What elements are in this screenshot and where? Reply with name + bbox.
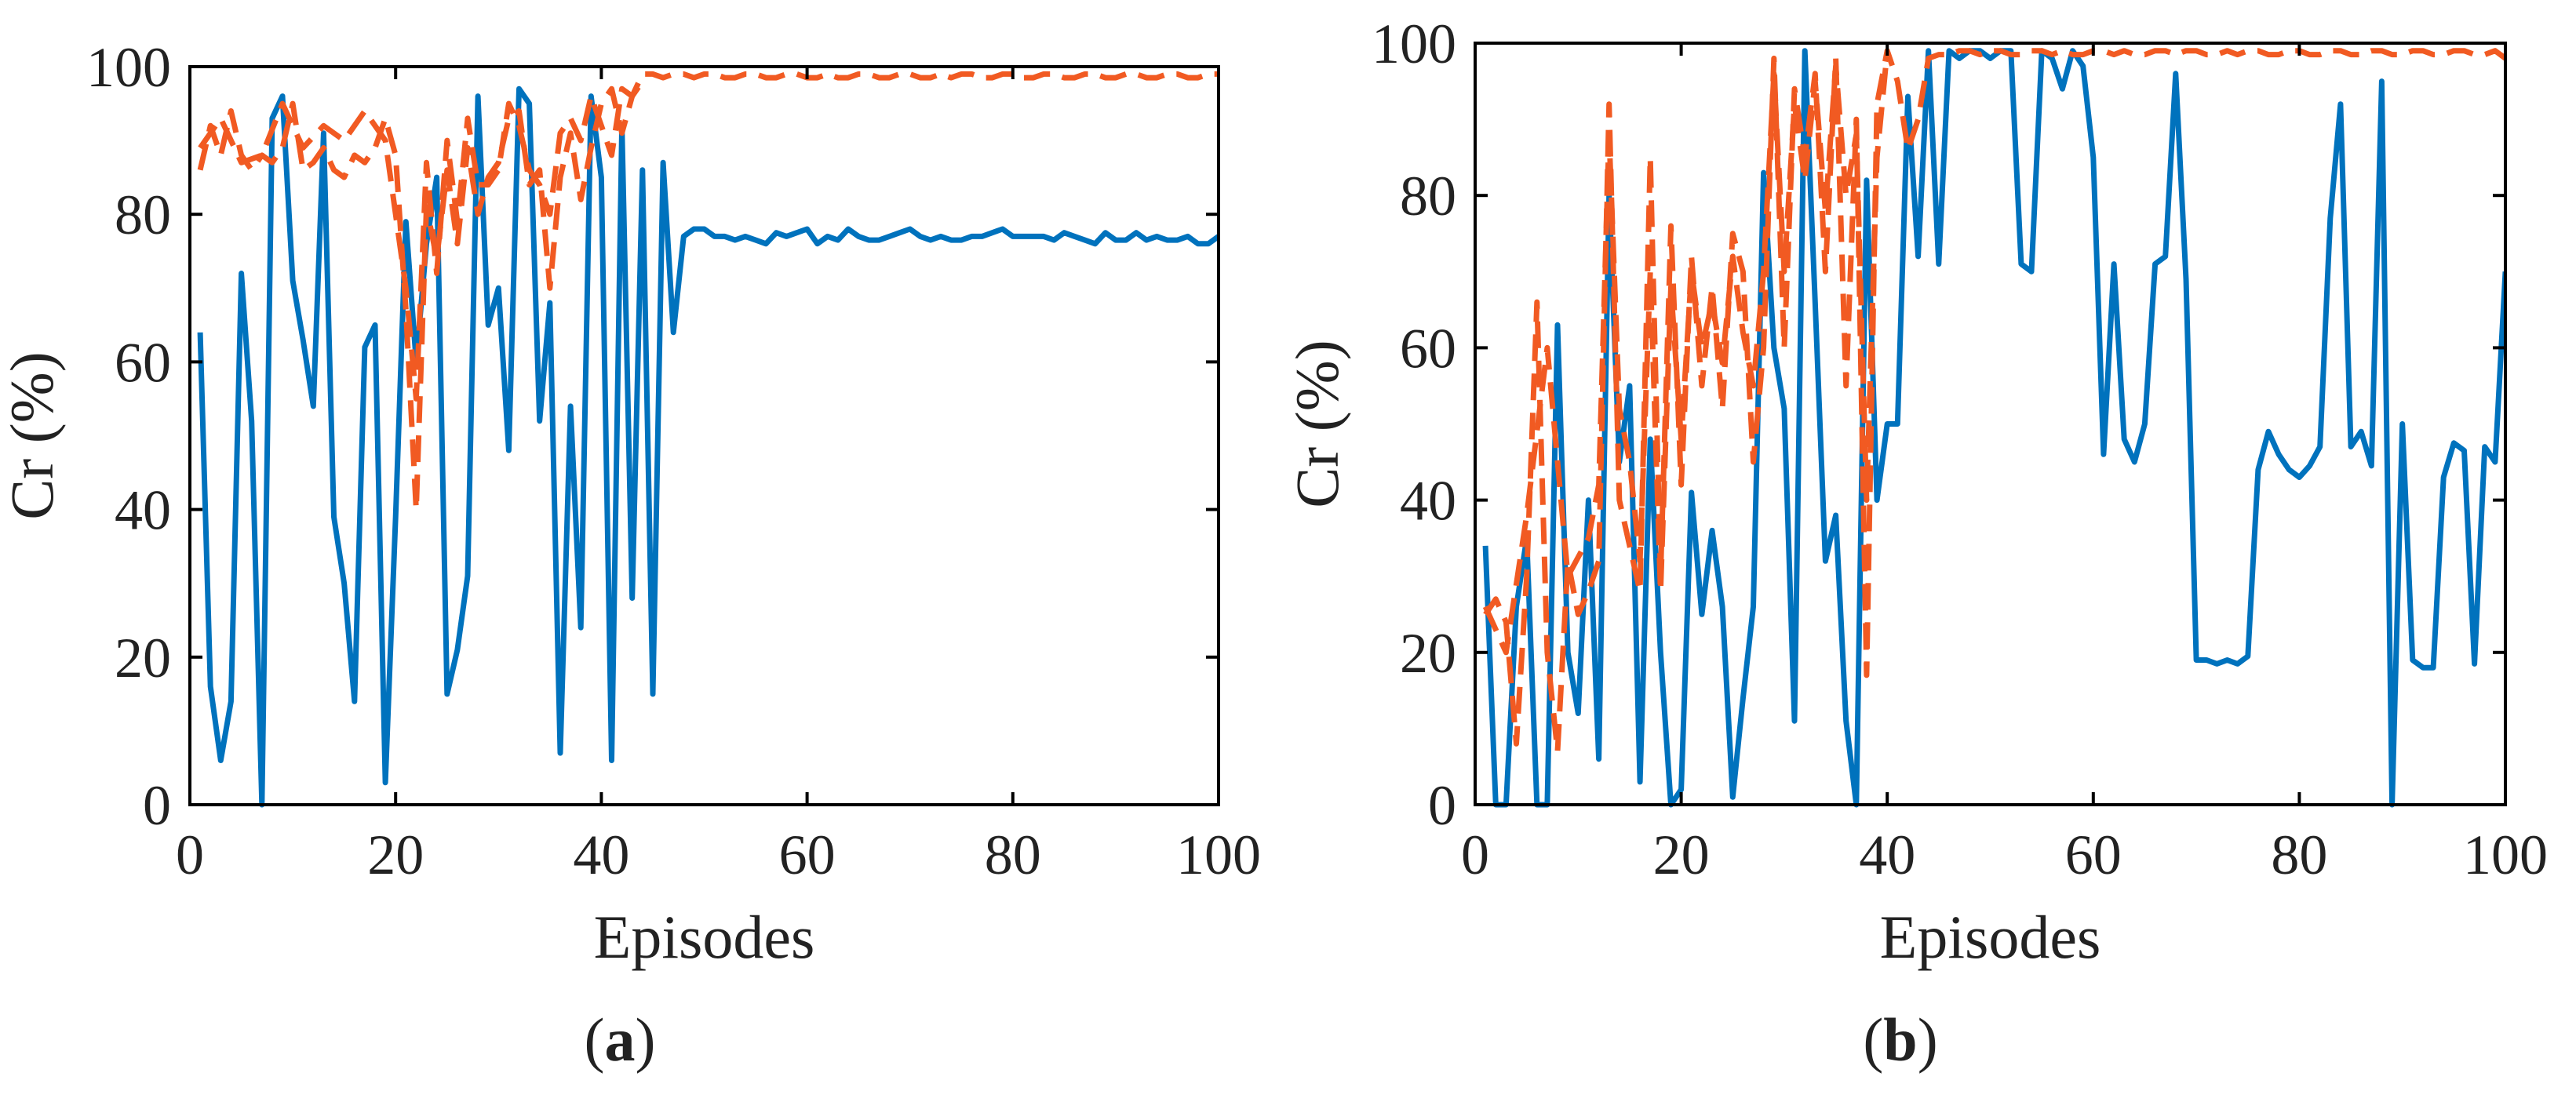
panel-a-caption-open: ( <box>585 1006 605 1074</box>
y-tick-label-b-60: 60 <box>1400 317 1456 380</box>
series-a-blue-solid <box>197 85 1219 808</box>
y-tick-label-b-20: 20 <box>1400 622 1456 685</box>
panel-b: 0 20 40 60 80 100 0 20 40 60 80 100 Episodes Cr (%) <box>1283 13 2548 971</box>
y-tick-label-a-80: 80 <box>115 184 171 246</box>
panel-b-caption-close: ) <box>1918 1006 1938 1074</box>
y-tick-label-b-80: 80 <box>1400 165 1456 227</box>
y-tick-label-a-0: 0 <box>143 774 171 837</box>
x-tick-label-a-0: 0 <box>176 824 204 886</box>
x-tick-label-a-20: 20 <box>367 824 424 886</box>
panel-a-caption-close: ) <box>636 1006 656 1074</box>
y-tick-label-b-0: 0 <box>1428 774 1456 837</box>
plot-area-b <box>1482 48 2505 808</box>
x-tick-label-b-80: 80 <box>2271 824 2327 886</box>
axes-box-b <box>1474 42 2507 806</box>
y-tick-label-b-100: 100 <box>1372 13 1456 75</box>
panel-a: 0 20 40 60 80 100 0 20 40 60 80 100 Episodes Cr (%) <box>0 36 1261 971</box>
y-tick-label-a-100: 100 <box>86 36 171 99</box>
panel-b-caption: (b) <box>1863 1006 1937 1074</box>
series-b-blue-solid <box>1482 48 2505 808</box>
axes-box-a <box>188 65 1220 806</box>
plot-area-a <box>197 71 1219 808</box>
panel-a-caption-letter: a <box>605 1006 636 1074</box>
x-tick-label-a-100: 100 <box>1176 824 1261 886</box>
panel-b-caption-open: ( <box>1863 1006 1883 1074</box>
x-tick-label-a-60: 60 <box>779 824 836 886</box>
x-tick-label-a-80: 80 <box>985 824 1041 886</box>
series-a-orange-dashed-2 <box>198 79 645 402</box>
y-axis-label-b: Cr (%) <box>1283 340 1351 507</box>
x-tick-label-a-40: 40 <box>573 824 629 886</box>
series-a-orange-dashed-1 <box>197 71 1219 513</box>
x-tick-label-b-100: 100 <box>2463 824 2548 886</box>
y-tick-label-a-20: 20 <box>115 627 171 689</box>
panel-a-caption: (a) <box>585 1006 656 1074</box>
x-tick-label-b-60: 60 <box>2065 824 2122 886</box>
y-tick-label-b-40: 40 <box>1400 470 1456 533</box>
x-tick-label-b-40: 40 <box>1859 824 1915 886</box>
y-tick-label-a-40: 40 <box>115 479 171 542</box>
panel-b-caption-letter: b <box>1883 1006 1917 1074</box>
y-tick-label-a-60: 60 <box>115 331 171 394</box>
x-tick-label-b-20: 20 <box>1653 824 1710 886</box>
x-axis-label-b: Episodes <box>1880 903 2101 971</box>
x-tick-label-b-0: 0 <box>1461 824 1489 886</box>
x-axis-label-a: Episodes <box>594 903 815 971</box>
y-axis-label-a: Cr (%) <box>0 351 66 519</box>
